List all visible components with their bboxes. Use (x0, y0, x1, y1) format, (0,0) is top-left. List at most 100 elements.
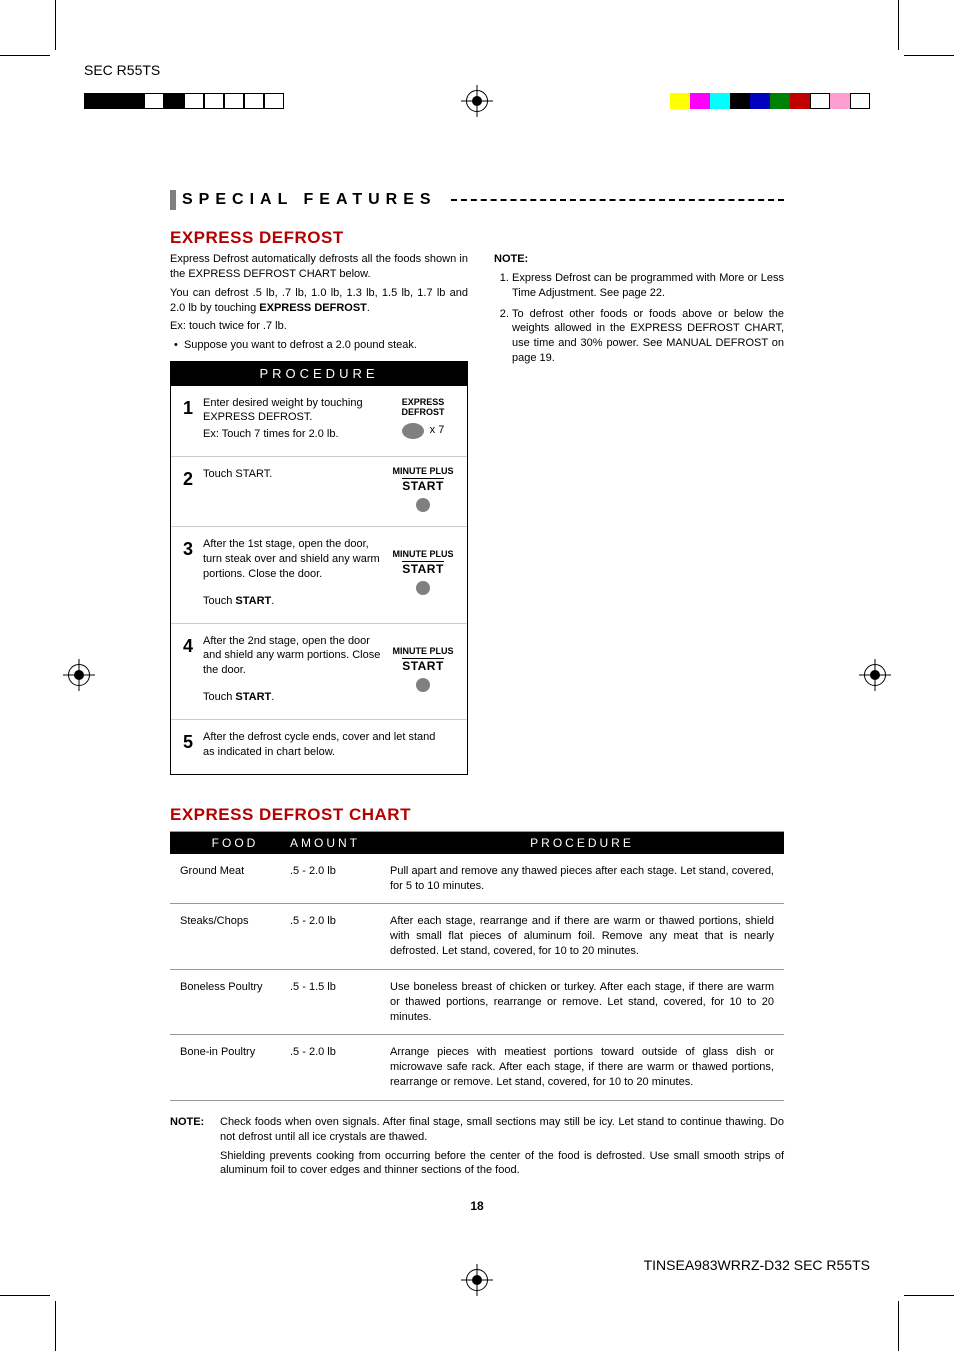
color-swatch (750, 93, 770, 109)
crop-mark (904, 55, 954, 56)
color-swatch (144, 93, 164, 109)
section-title: SPECIAL FEATURES (182, 191, 447, 209)
page-number: 18 (0, 1199, 954, 1213)
chart-cell-procedure: After each stage, rearrange and if there… (390, 914, 774, 959)
chart-cell-procedure: Arrange pieces with meatiest portions to… (390, 1045, 774, 1090)
express-defrost-heading: EXPRESS DEFROST (170, 228, 784, 248)
step-number: 5 (183, 730, 203, 760)
chart-cell-amount: .5 - 1.5 lb (290, 980, 390, 1025)
color-swatch (810, 93, 830, 109)
color-swatch (124, 93, 144, 109)
color-swatch (104, 93, 124, 109)
button-shape-icon (416, 581, 430, 595)
step-text: After the 2nd stage, open the door and s… (203, 634, 391, 705)
color-swatch (84, 93, 104, 109)
color-swatch (184, 93, 204, 109)
chart-cell-food: Bone-in Poultry (180, 1045, 290, 1090)
header-model: SEC R55TS (84, 62, 160, 78)
procedure-step: 1Enter desired weight by touching EXPRES… (171, 386, 467, 457)
control-icon: MINUTE PLUSSTART (391, 467, 455, 512)
procedure-step: 5After the defrost cycle ends, cover and… (171, 719, 467, 774)
bottom-note: NOTE: Check foods when oven signals. Aft… (170, 1115, 784, 1182)
button-shape-icon (416, 678, 430, 692)
page-content: SPECIAL FEATURES EXPRESS DEFROST Express… (170, 190, 784, 1182)
note-item-1: Express Defrost can be programmed with M… (512, 271, 784, 301)
crop-mark (904, 1295, 954, 1296)
color-swatch (830, 93, 850, 109)
defrost-chart: FOOD AMOUNT PROCEDURE Ground Meat.5 - 2.… (170, 831, 784, 1101)
color-bar-left (84, 93, 284, 109)
color-swatch (224, 93, 244, 109)
registration-mark (466, 1269, 488, 1291)
step-text: After the defrost cycle ends, cover and … (203, 730, 455, 760)
chart-row: Boneless Poultry.5 - 1.5 lbUse boneless … (170, 969, 784, 1035)
step-number: 1 (183, 396, 203, 443)
intro-2b: EXPRESS DEFROST (259, 302, 367, 314)
crop-mark (898, 0, 899, 50)
chart-cell-food: Ground Meat (180, 864, 290, 894)
color-swatch (710, 93, 730, 109)
intro-bullet: • Suppose you want to defrost a 2.0 poun… (170, 338, 468, 353)
color-swatch (690, 93, 710, 109)
control-icon: MINUTE PLUSSTART (391, 537, 455, 608)
color-swatch (730, 93, 750, 109)
procedure-step: 4After the 2nd stage, open the door and … (171, 623, 467, 719)
bottom-note-label: NOTE: (170, 1115, 220, 1182)
section-banner: SPECIAL FEATURES (170, 190, 784, 210)
step-number: 4 (183, 634, 203, 705)
color-swatch (264, 93, 284, 109)
control-icon: MINUTE PLUSSTART (391, 634, 455, 705)
step-text: Enter desired weight by touching EXPRESS… (203, 396, 391, 443)
crop-mark (55, 1301, 56, 1351)
banner-dashes (451, 199, 784, 201)
procedure-header: PROCEDURE (171, 362, 467, 386)
right-column: NOTE: Express Defrost can be programmed … (494, 252, 784, 775)
procedure-step: 2Touch START.MINUTE PLUSSTART (171, 456, 467, 526)
chart-cell-food: Steaks/Chops (180, 914, 290, 959)
crop-mark (0, 55, 50, 56)
crop-mark (55, 0, 56, 50)
color-swatch (204, 93, 224, 109)
bullet-text: Suppose you want to defrost a 2.0 pound … (184, 339, 417, 351)
left-column: Express Defrost automatically defrosts a… (170, 252, 468, 775)
procedure-box: PROCEDURE 1Enter desired weight by touch… (170, 361, 468, 775)
chart-cell-amount: .5 - 2.0 lb (290, 1045, 390, 1090)
intro-text-3: Ex: touch twice for .7 lb. (170, 319, 468, 334)
registration-mark (864, 664, 886, 686)
two-column-layout: Express Defrost automatically defrosts a… (170, 252, 784, 775)
step-text: Touch START. (203, 467, 391, 512)
note-item-2: To defrost other foods or foods above or… (512, 307, 784, 366)
chart-cell-food: Boneless Poultry (180, 980, 290, 1025)
color-swatch (244, 93, 264, 109)
color-swatch (770, 93, 790, 109)
step-number: 3 (183, 537, 203, 608)
intro-2c: . (367, 302, 370, 314)
chart-col-amount: AMOUNT (290, 836, 390, 850)
color-swatch (670, 93, 690, 109)
procedure-step: 3After the 1st stage, open the door, tur… (171, 526, 467, 622)
button-shape-icon (402, 423, 424, 439)
bottom-note-p1: Check foods when oven signals. After fin… (220, 1115, 784, 1145)
crop-mark (0, 1295, 50, 1296)
registration-mark (466, 90, 488, 112)
footer-code: TINSEA983WRRZ-D32 SEC R55TS (644, 1257, 870, 1273)
step-text: After the 1st stage, open the door, turn… (203, 537, 391, 608)
bottom-note-body: Check foods when oven signals. After fin… (220, 1115, 784, 1182)
crop-mark (898, 1301, 899, 1351)
note-list: Express Defrost can be programmed with M… (494, 271, 784, 366)
step-number: 2 (183, 467, 203, 512)
color-swatch (164, 93, 184, 109)
chart-row: Ground Meat.5 - 2.0 lbPull apart and rem… (170, 854, 784, 904)
chart-cell-amount: .5 - 2.0 lb (290, 914, 390, 959)
chart-col-procedure: PROCEDURE (390, 836, 774, 850)
banner-bar (170, 190, 176, 210)
intro-text-2: You can defrost .5 lb, .7 lb, 1.0 lb, 1.… (170, 286, 468, 316)
color-bar-right (670, 93, 870, 109)
control-icon: EXPRESSDEFROSTx 7 (391, 396, 455, 443)
intro-text-1: Express Defrost automatically defrosts a… (170, 252, 468, 282)
chart-heading: EXPRESS DEFROST CHART (170, 805, 784, 825)
chart-row: Bone-in Poultry.5 - 2.0 lbArrange pieces… (170, 1034, 784, 1100)
note-label: NOTE: (494, 252, 784, 267)
button-shape-icon (416, 498, 430, 512)
chart-row: Steaks/Chops.5 - 2.0 lbAfter each stage,… (170, 903, 784, 969)
